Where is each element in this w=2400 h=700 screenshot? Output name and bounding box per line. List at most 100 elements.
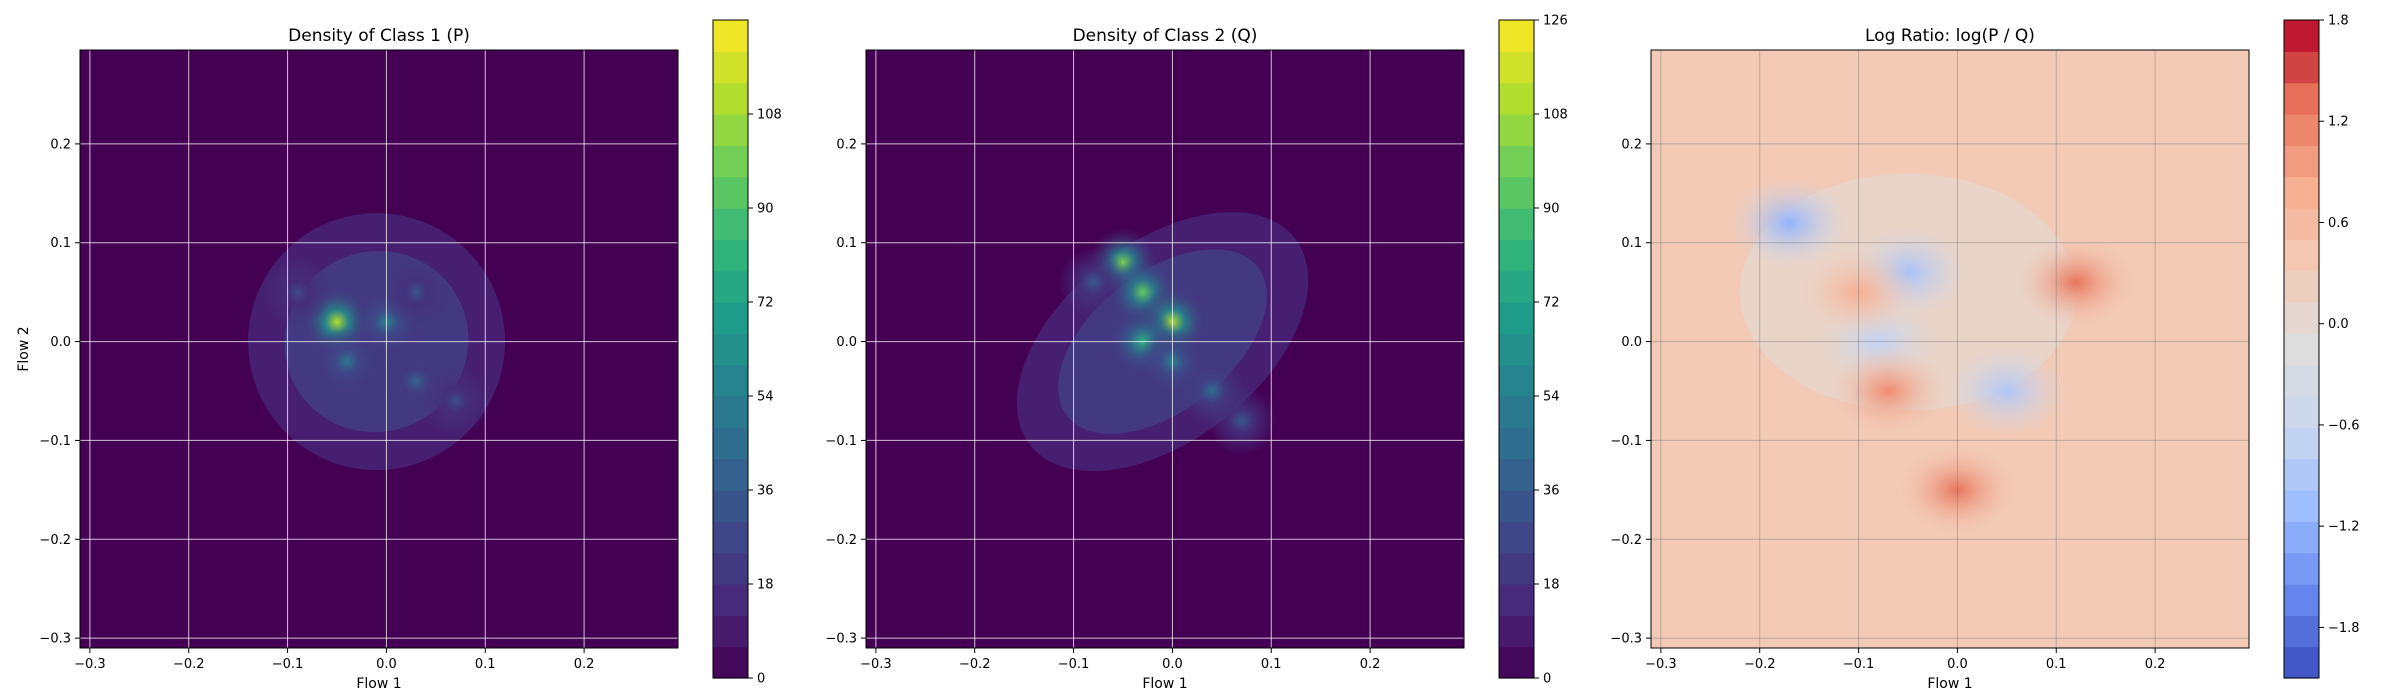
colorbar-tick-label: 108 [1543, 108, 1568, 123]
colorbar-band [713, 552, 748, 585]
colorbar-band [713, 114, 748, 146]
colorbar-band [1499, 114, 1534, 146]
colorbar-band [713, 364, 748, 397]
y-tick-label: −0.1 [39, 434, 71, 449]
density-field [1651, 50, 2249, 648]
colorbar-tick-label: 0 [757, 672, 765, 687]
density-peak [1207, 386, 1277, 456]
colorbar-band [1499, 20, 1534, 52]
colorbar-tick-label: 0.6 [2328, 216, 2349, 231]
colorbar-tick-label: 126 [1543, 14, 1568, 29]
colorbar-band [2284, 615, 2319, 648]
colorbar-band [713, 458, 748, 491]
colorbar-band [713, 615, 748, 648]
density-peak [1058, 247, 1128, 317]
colorbar-frame [2283, 19, 2320, 679]
colorbar-band [1499, 584, 1534, 616]
colorbar-band [2284, 239, 2319, 272]
colorbar-tick-label: 72 [1543, 296, 1560, 311]
y-tick-label: −0.2 [825, 533, 857, 548]
colorbar-band [1499, 239, 1534, 272]
axes-frame [79, 49, 679, 649]
colorbar-tick-label: 72 [757, 296, 774, 311]
x-tick-label: 0.2 [2145, 657, 2166, 672]
y-tick-label: 0.0 [836, 335, 857, 350]
x-axis-label: Flow 1 [356, 676, 401, 692]
density-field [866, 50, 1464, 648]
colorbar-band [2284, 396, 2319, 428]
x-axis-label: Flow 1 [1142, 676, 1187, 692]
colorbar-band [1499, 427, 1534, 460]
colorbar-band [1499, 458, 1534, 491]
colorbar-tick-label: 0 [1543, 672, 1551, 687]
colorbar-band [713, 82, 748, 115]
colorbar-band [1499, 490, 1534, 522]
chart-title: Density of Class 1 (P) [288, 26, 470, 46]
x-tick-label: 0.0 [376, 657, 397, 672]
panel-3: −0.3 −0.2 −0.1 0.0 0.1 0.2 −0.3 −0.2 −0.1 0.0 0.1 0… [1610, 14, 2359, 693]
colorbar-tick-label: 36 [757, 484, 774, 499]
colorbar-band [2284, 82, 2319, 115]
colorbar-band [1499, 82, 1534, 115]
x-tick-label: −0.3 [1645, 657, 1677, 672]
y-tick-label: 0.2 [1621, 137, 1642, 152]
colorbar-band [1499, 145, 1534, 178]
axes-frame [1650, 49, 2250, 649]
colorbar-band [2284, 114, 2319, 146]
y-tick-label: −0.1 [1610, 434, 1642, 449]
colorbar-tick-label: 90 [1543, 202, 1560, 217]
colorbar-band [2284, 584, 2319, 616]
ratio-feature [1828, 346, 1948, 436]
chart-title: Log Ratio: log(P / Q) [1865, 26, 2035, 46]
x-tick-label: 0.2 [1360, 657, 1381, 672]
x-tick-label: −0.3 [74, 657, 106, 672]
y-tick-label: 0.1 [836, 236, 857, 251]
colorbar-band [2284, 176, 2319, 209]
y-tick-label: 0.0 [50, 335, 71, 350]
colorbar-tick-label: 54 [1543, 390, 1560, 405]
colorbar-band [713, 239, 748, 272]
colorbar-band [713, 145, 748, 178]
ratio-feature [2016, 237, 2136, 327]
ratio-feature [1799, 247, 1918, 337]
density-peak [381, 257, 451, 327]
panel-1: −0.3 −0.2 −0.1 0.0 0.1 0.2 −0.3 −0.2 −0.1 0.0 0.1 0… [16, 19, 782, 692]
colorbar-tick-label: −1.2 [2328, 520, 2360, 535]
colorbar: 0 18 36 54 72 90 108 126 [1498, 14, 1568, 687]
colorbar-tick-label: 18 [1543, 578, 1560, 593]
y-tick-label: 0.1 [1621, 236, 1642, 251]
y-tick-label: 0.0 [1621, 335, 1642, 350]
x-tick-label: 0.1 [475, 657, 496, 672]
axes-frame [865, 49, 1465, 649]
colorbar-band [2284, 51, 2319, 84]
colorbar-band [1499, 51, 1534, 84]
x-tick-label: 0.2 [574, 657, 595, 672]
x-tick-label: −0.1 [1058, 657, 1090, 672]
colorbar-band [2284, 145, 2319, 178]
colorbar-band [2284, 364, 2319, 397]
colorbar-band [1499, 302, 1534, 334]
x-tick-label: −0.2 [959, 657, 991, 672]
y-tick-label: 0.1 [50, 236, 71, 251]
colorbar-band [713, 208, 748, 240]
colorbar-band [713, 302, 748, 334]
y-tick-label: −0.2 [1610, 533, 1642, 548]
colorbar-band [713, 396, 748, 428]
chart-title: Density of Class 2 (Q) [1073, 26, 1258, 46]
colorbar-band [1499, 333, 1534, 366]
colorbar-band [2284, 20, 2319, 52]
colorbar-band [713, 51, 748, 84]
colorbar-band [1499, 364, 1534, 397]
colorbar-band [713, 333, 748, 366]
colorbar-band [713, 427, 748, 460]
colorbar-band [2284, 333, 2319, 366]
colorbar-band [713, 646, 748, 679]
colorbar-tick-label: −0.6 [2328, 418, 2360, 433]
y-tick-label: 0.2 [836, 137, 857, 152]
colorbar-tick-label: 1.2 [2328, 115, 2349, 130]
colorbar-tick-label: 108 [757, 108, 782, 123]
density-peak [312, 326, 382, 396]
x-tick-label: 0.1 [1261, 657, 1282, 672]
colorbar-band [2284, 521, 2319, 554]
